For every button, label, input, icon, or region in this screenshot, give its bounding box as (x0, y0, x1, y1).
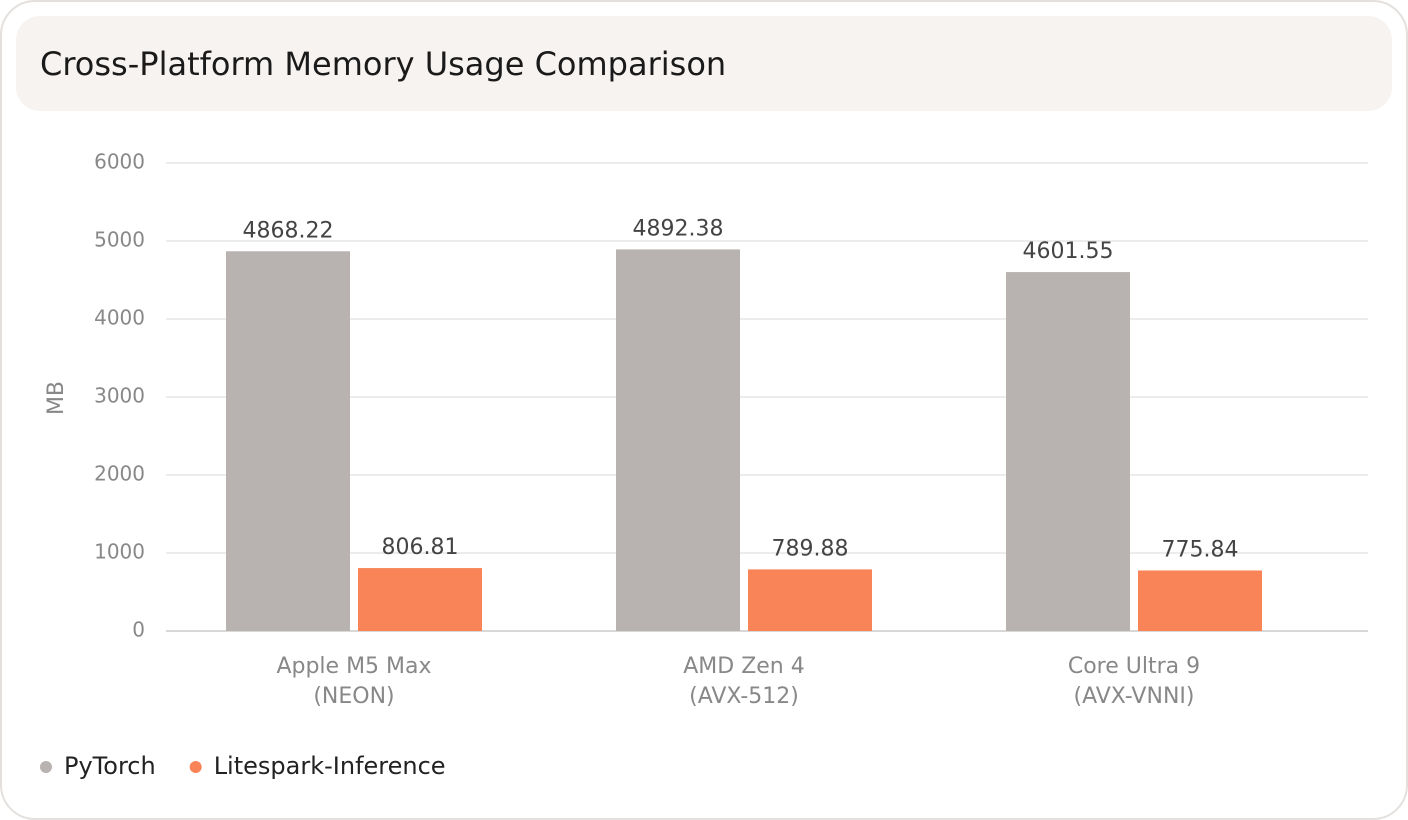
value-label: 789.88 (772, 536, 849, 561)
value-label: 806.81 (382, 535, 459, 560)
bar (358, 568, 482, 631)
bar (226, 251, 350, 631)
value-label: 775.84 (1162, 537, 1239, 562)
legend-label: PyTorch (64, 752, 156, 780)
legend-marker (40, 761, 52, 773)
x-tick-label: (NEON) (313, 684, 394, 709)
x-tick-label: Core Ultra 9 (1068, 654, 1200, 679)
x-tick-label: AMD Zen 4 (683, 654, 805, 679)
bar (1006, 272, 1130, 631)
legend-marker (189, 761, 202, 773)
x-tick-label: Apple M5 Max (276, 654, 431, 679)
x-tick-label: (AVX-512) (689, 684, 799, 709)
x-tick-label: (AVX-VNNI) (1074, 684, 1195, 709)
value-label: 4892.38 (633, 216, 724, 241)
bar (748, 569, 872, 631)
y-tick-label: 2000 (94, 462, 145, 486)
chart-title: Cross-Platform Memory Usage Comparison (40, 45, 726, 83)
y-tick-label: 6000 (94, 150, 145, 174)
value-label: 4601.55 (1023, 239, 1114, 264)
value-label: 4868.22 (243, 218, 334, 243)
legend-label: Litespark-Inference (214, 752, 446, 780)
bar (616, 249, 740, 632)
y-tick-label: 1000 (94, 540, 145, 564)
y-tick-label: 5000 (94, 228, 145, 252)
bar (1138, 570, 1262, 631)
header-band (16, 16, 1392, 111)
y-tick-label: 3000 (94, 384, 145, 408)
y-axis-label: MB (44, 381, 69, 415)
y-tick-label: 0 (132, 618, 145, 642)
y-tick-label: 4000 (94, 306, 145, 330)
